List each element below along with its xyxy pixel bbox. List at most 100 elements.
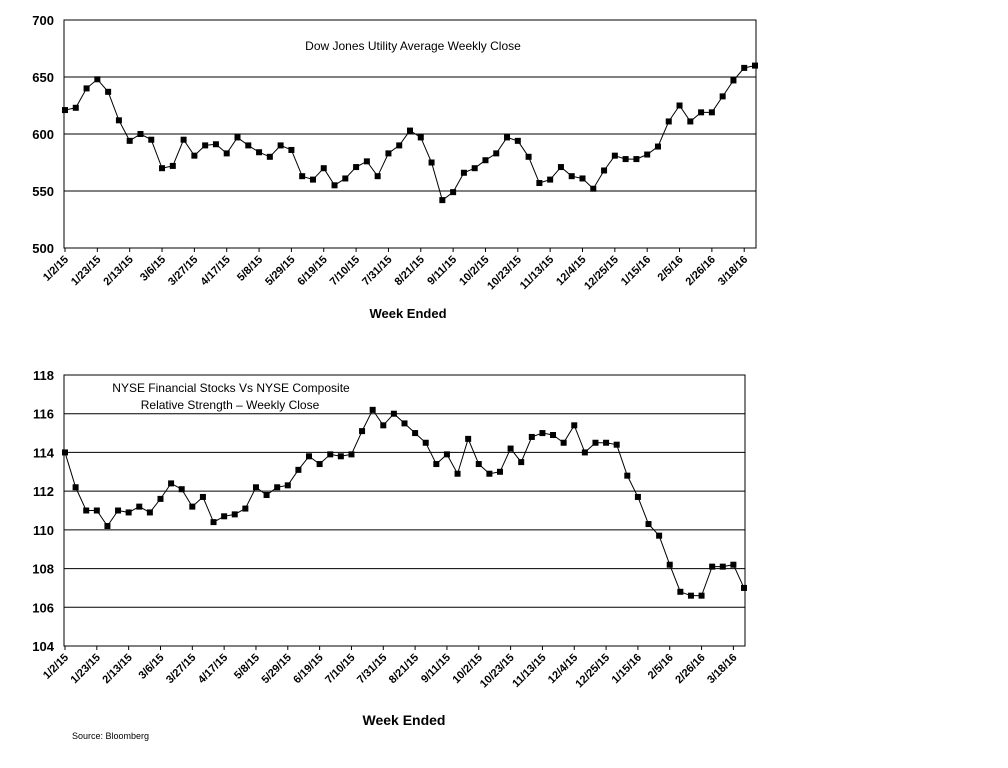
data-point — [148, 136, 155, 143]
data-point — [62, 107, 68, 114]
data-point — [709, 563, 716, 570]
y-tick-label: 118 — [33, 368, 54, 383]
chart1-x-axis-title: Week Ended — [369, 306, 446, 321]
data-point — [104, 522, 111, 529]
data-point — [252, 484, 259, 491]
data-point — [428, 159, 435, 166]
data-point — [676, 102, 683, 109]
x-tick-label: 11/13/15 — [518, 254, 556, 292]
data-point — [93, 507, 100, 514]
x-tick-label: 5/8/15 — [232, 652, 262, 682]
x-tick-label: 3/27/15 — [164, 652, 198, 686]
x-tick-label: 2/26/16 — [673, 652, 707, 686]
x-tick-label: 2/13/15 — [101, 254, 135, 288]
data-point — [581, 449, 588, 456]
data-point — [665, 118, 672, 125]
x-tick-label: 5/29/15 — [259, 652, 293, 686]
y-tick-label: 116 — [33, 407, 54, 422]
x-tick-label: 1/2/15 — [41, 254, 71, 284]
x-tick-label: 7/10/15 — [323, 652, 357, 686]
data-point — [136, 503, 143, 510]
data-point — [115, 507, 122, 514]
x-tick-label: 3/6/15 — [136, 652, 166, 682]
data-point — [401, 420, 408, 427]
x-tick-label: 3/6/15 — [138, 254, 168, 284]
x-tick-label: 2/5/16 — [646, 652, 676, 682]
data-point — [698, 109, 705, 116]
y-tick-label: 600 — [32, 127, 54, 142]
data-point — [202, 142, 209, 149]
data-point — [274, 484, 281, 491]
data-point — [550, 432, 557, 439]
data-point — [115, 117, 122, 124]
data-point — [309, 176, 316, 183]
data-point — [624, 472, 631, 479]
data-point — [256, 149, 263, 156]
data-point — [634, 493, 641, 500]
data-point — [396, 142, 403, 149]
data-point — [146, 509, 153, 516]
x-tick-label: 4/17/15 — [196, 652, 230, 686]
x-tick-label: 5/8/15 — [235, 254, 265, 284]
data-point — [493, 150, 500, 157]
data-point — [374, 173, 381, 180]
data-point — [284, 482, 291, 489]
data-point — [528, 433, 535, 440]
data-point — [486, 470, 493, 477]
series-line — [64, 408, 745, 597]
data-point — [412, 430, 419, 437]
data-point — [656, 532, 663, 539]
data-point — [613, 441, 620, 448]
data-point — [568, 173, 575, 180]
data-point — [295, 466, 302, 473]
data-point — [72, 104, 79, 111]
data-point — [83, 507, 90, 514]
data-point — [471, 165, 478, 172]
x-tick-label: 12/25/15 — [573, 652, 612, 691]
data-point — [199, 493, 206, 500]
data-point — [590, 185, 597, 192]
data-point — [299, 173, 306, 180]
chart2-y-tick-labels: 104 106 108 110 112 114 116 118 — [32, 368, 54, 654]
data-point — [231, 511, 238, 518]
data-point — [654, 143, 661, 150]
data-point — [126, 137, 133, 144]
data-point — [730, 77, 737, 84]
data-point — [687, 118, 694, 125]
data-point — [288, 146, 295, 153]
x-tick-label: 8/21/15 — [387, 652, 421, 686]
x-tick-label: 3/27/15 — [166, 254, 200, 288]
data-point — [730, 561, 737, 568]
data-point — [277, 142, 284, 149]
utility-average-chart: 500 550 600 650 700 1/2/151/23/152/13/15 3/6/… — [32, 13, 758, 321]
x-tick-label: 7/31/15 — [360, 254, 394, 288]
data-point — [316, 461, 323, 468]
x-tick-label: 6/19/15 — [295, 254, 329, 288]
data-point — [417, 134, 424, 141]
data-point — [557, 164, 564, 171]
x-tick-label: 2/5/16 — [656, 254, 686, 284]
x-tick-label: 11/13/15 — [510, 652, 548, 690]
data-point — [331, 182, 338, 189]
data-point — [454, 470, 461, 477]
data-point — [385, 150, 392, 157]
y-tick-label: 104 — [32, 639, 54, 654]
data-point — [465, 435, 472, 442]
x-tick-label: 1/15/16 — [610, 652, 644, 686]
x-tick-label: 7/31/15 — [355, 652, 389, 686]
data-point — [698, 592, 705, 599]
data-point — [62, 449, 68, 456]
x-tick-label: 5/29/15 — [263, 254, 297, 288]
x-tick-label: 8/21/15 — [392, 254, 426, 288]
data-point — [601, 167, 608, 174]
chart1-series — [62, 62, 758, 204]
data-point — [475, 461, 482, 468]
chart1-plot-frame — [63, 19, 757, 249]
y-tick-label: 550 — [32, 184, 54, 199]
data-point — [221, 513, 228, 520]
data-point — [708, 109, 715, 116]
data-point — [125, 509, 132, 516]
y-tick-label: 112 — [33, 484, 54, 499]
data-point — [212, 141, 219, 148]
